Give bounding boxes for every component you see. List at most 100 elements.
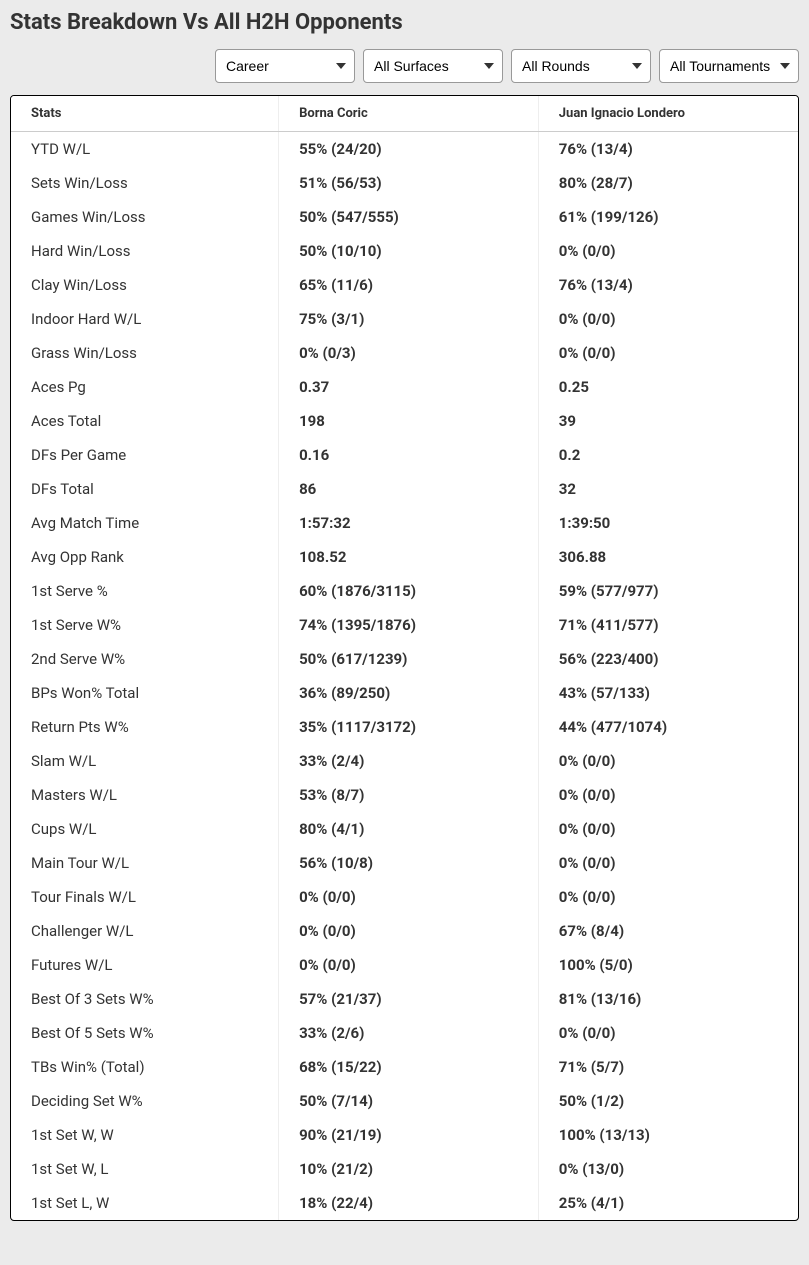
- stat-label-cell: Avg Match Time: [11, 506, 279, 540]
- table-row: DFs Per Game0.160.2: [11, 438, 798, 472]
- stat-value-cell: 108.52: [279, 540, 539, 574]
- table-row: Slam W/L33% (2/4)0% (0/0): [11, 744, 798, 778]
- stat-value-cell: 10% (21/2): [279, 1152, 539, 1186]
- stat-value-cell: 36% (89/250): [279, 676, 539, 710]
- stat-label-cell: Main Tour W/L: [11, 846, 279, 880]
- table-row: DFs Total8632: [11, 472, 798, 506]
- stat-value-cell: 61% (199/126): [538, 200, 798, 234]
- stat-value-cell: 44% (477/1074): [538, 710, 798, 744]
- stat-value-cell: 0% (13/0): [538, 1152, 798, 1186]
- stat-label-cell: 1st Set L, W: [11, 1186, 279, 1220]
- stat-label-cell: DFs Per Game: [11, 438, 279, 472]
- stat-value-cell: 0% (0/0): [538, 846, 798, 880]
- stat-value-cell: 50% (617/1239): [279, 642, 539, 676]
- col-header-player: Juan Ignacio Londero: [538, 96, 798, 132]
- stat-label-cell: 1st Set W, W: [11, 1118, 279, 1152]
- stat-label-cell: Games Win/Loss: [11, 200, 279, 234]
- table-row: Games Win/Loss50% (547/555)61% (199/126): [11, 200, 798, 234]
- stat-value-cell: 306.88: [538, 540, 798, 574]
- stat-value-cell: 56% (10/8): [279, 846, 539, 880]
- surface-select[interactable]: All Surfaces: [363, 49, 503, 83]
- stat-value-cell: 0% (0/0): [538, 302, 798, 336]
- table-row: 1st Set L, W18% (22/4)25% (4/1): [11, 1186, 798, 1220]
- filters-bar: Career All Surfaces All Rounds All Tourn…: [10, 49, 799, 83]
- stat-value-cell: 100% (5/0): [538, 948, 798, 982]
- stat-label-cell: Cups W/L: [11, 812, 279, 846]
- table-row: Grass Win/Loss0% (0/3)0% (0/0): [11, 336, 798, 370]
- stat-value-cell: 75% (3/1): [279, 302, 539, 336]
- table-row: Aces Pg0.370.25: [11, 370, 798, 404]
- stat-value-cell: 0% (0/3): [279, 336, 539, 370]
- stat-value-cell: 86: [279, 472, 539, 506]
- table-row: Aces Total19839: [11, 404, 798, 438]
- table-row: Return Pts W%35% (1117/3172)44% (477/107…: [11, 710, 798, 744]
- stat-label-cell: Hard Win/Loss: [11, 234, 279, 268]
- table-row: Avg Opp Rank108.52306.88: [11, 540, 798, 574]
- stat-label-cell: 1st Serve W%: [11, 608, 279, 642]
- table-row: 1st Set W, L10% (21/2)0% (13/0): [11, 1152, 798, 1186]
- stats-table: StatsBorna CoricJuan Ignacio Londero YTD…: [11, 96, 798, 1220]
- stat-value-cell: 0% (0/0): [538, 1016, 798, 1050]
- stat-value-cell: 68% (15/22): [279, 1050, 539, 1084]
- table-row: TBs Win% (Total)68% (15/22)71% (5/7): [11, 1050, 798, 1084]
- tournament-select[interactable]: All Tournaments: [659, 49, 799, 83]
- stat-value-cell: 74% (1395/1876): [279, 608, 539, 642]
- stat-value-cell: 25% (4/1): [538, 1186, 798, 1220]
- stat-label-cell: Clay Win/Loss: [11, 268, 279, 302]
- stat-label-cell: 1st Set W, L: [11, 1152, 279, 1186]
- stat-label-cell: Sets Win/Loss: [11, 166, 279, 200]
- col-header-player: Borna Coric: [279, 96, 539, 132]
- stat-value-cell: 76% (13/4): [538, 268, 798, 302]
- stat-label-cell: Indoor Hard W/L: [11, 302, 279, 336]
- stat-value-cell: 50% (547/555): [279, 200, 539, 234]
- table-row: Clay Win/Loss65% (11/6)76% (13/4): [11, 268, 798, 302]
- stat-value-cell: 56% (223/400): [538, 642, 798, 676]
- table-row: 2nd Serve W%50% (617/1239)56% (223/400): [11, 642, 798, 676]
- stat-value-cell: 67% (8/4): [538, 914, 798, 948]
- table-row: YTD W/L55% (24/20)76% (13/4): [11, 132, 798, 167]
- stat-value-cell: 0% (0/0): [279, 914, 539, 948]
- table-row: Masters W/L53% (8/7)0% (0/0): [11, 778, 798, 812]
- round-select[interactable]: All Rounds: [511, 49, 651, 83]
- table-row: Sets Win/Loss51% (56/53)80% (28/7): [11, 166, 798, 200]
- table-row: Main Tour W/L56% (10/8)0% (0/0): [11, 846, 798, 880]
- stat-label-cell: Challenger W/L: [11, 914, 279, 948]
- stat-value-cell: 53% (8/7): [279, 778, 539, 812]
- table-row: Cups W/L80% (4/1)0% (0/0): [11, 812, 798, 846]
- stat-value-cell: 35% (1117/3172): [279, 710, 539, 744]
- stat-value-cell: 32: [538, 472, 798, 506]
- stat-value-cell: 39: [538, 404, 798, 438]
- period-select[interactable]: Career: [215, 49, 355, 83]
- stat-value-cell: 51% (56/53): [279, 166, 539, 200]
- table-row: 1st Serve %60% (1876/3115)59% (577/977): [11, 574, 798, 608]
- stat-label-cell: Deciding Set W%: [11, 1084, 279, 1118]
- stat-value-cell: 0.37: [279, 370, 539, 404]
- stat-label-cell: Grass Win/Loss: [11, 336, 279, 370]
- stat-label-cell: Masters W/L: [11, 778, 279, 812]
- stat-label-cell: BPs Won% Total: [11, 676, 279, 710]
- table-row: BPs Won% Total36% (89/250)43% (57/133): [11, 676, 798, 710]
- stat-label-cell: Tour Finals W/L: [11, 880, 279, 914]
- stat-label-cell: DFs Total: [11, 472, 279, 506]
- stat-label-cell: Futures W/L: [11, 948, 279, 982]
- stat-value-cell: 0% (0/0): [538, 812, 798, 846]
- stat-value-cell: 81% (13/16): [538, 982, 798, 1016]
- table-header-row: StatsBorna CoricJuan Ignacio Londero: [11, 96, 798, 132]
- stats-table-container: StatsBorna CoricJuan Ignacio Londero YTD…: [10, 95, 799, 1221]
- stat-label-cell: Best Of 5 Sets W%: [11, 1016, 279, 1050]
- stat-value-cell: 43% (57/133): [538, 676, 798, 710]
- stat-value-cell: 55% (24/20): [279, 132, 539, 167]
- section-title: Stats Breakdown Vs All H2H Opponents: [10, 10, 799, 35]
- table-row: Futures W/L0% (0/0)100% (5/0): [11, 948, 798, 982]
- table-row: Best Of 3 Sets W%57% (21/37)81% (13/16): [11, 982, 798, 1016]
- stat-value-cell: 0% (0/0): [538, 880, 798, 914]
- stat-label-cell: Best Of 3 Sets W%: [11, 982, 279, 1016]
- stat-label-cell: Return Pts W%: [11, 710, 279, 744]
- stat-value-cell: 0.2: [538, 438, 798, 472]
- stat-value-cell: 0% (0/0): [279, 948, 539, 982]
- stat-value-cell: 80% (28/7): [538, 166, 798, 200]
- stat-value-cell: 33% (2/6): [279, 1016, 539, 1050]
- stat-value-cell: 1:39:50: [538, 506, 798, 540]
- table-row: 1st Serve W%74% (1395/1876)71% (411/577): [11, 608, 798, 642]
- stat-value-cell: 59% (577/977): [538, 574, 798, 608]
